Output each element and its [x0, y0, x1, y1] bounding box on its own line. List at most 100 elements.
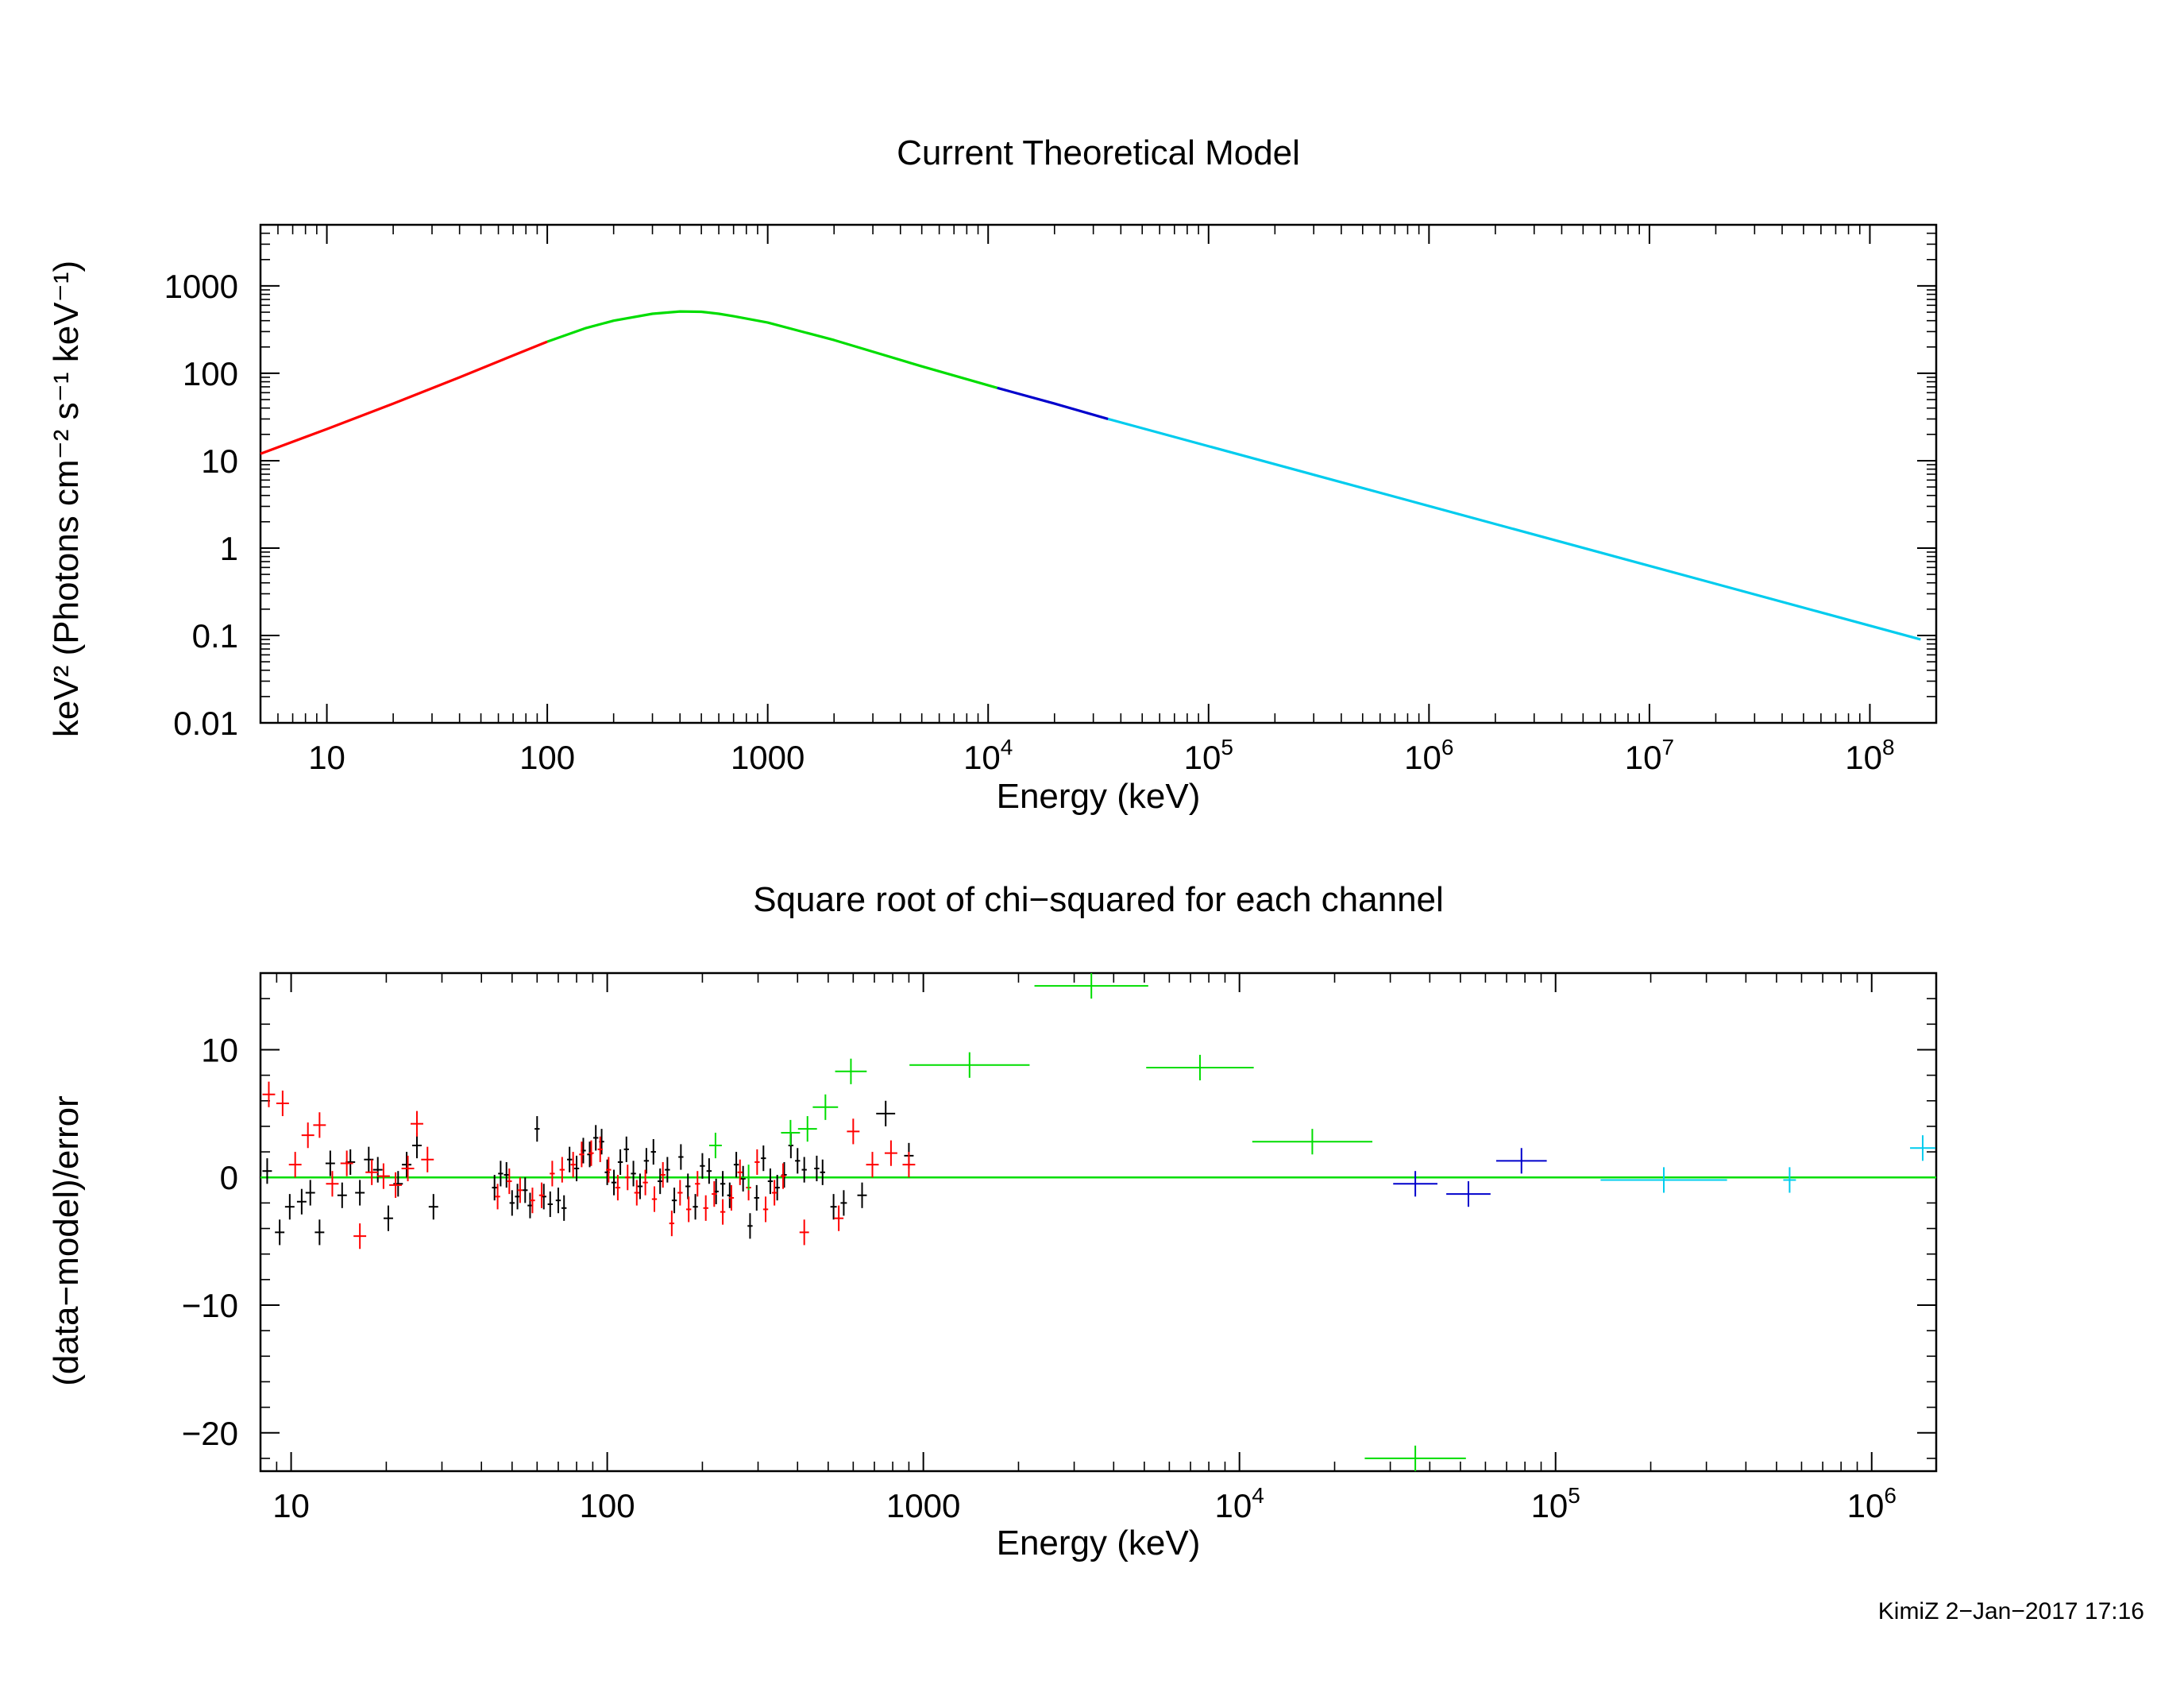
residual-point	[857, 1182, 867, 1208]
residual-point	[797, 1116, 817, 1142]
residual-point	[767, 1168, 774, 1195]
residual-point	[588, 1140, 594, 1166]
residual-point	[1910, 1135, 1935, 1161]
residual-point	[597, 1136, 603, 1162]
residual-point	[695, 1171, 700, 1197]
residual-point	[847, 1118, 860, 1145]
residual-point	[801, 1157, 807, 1183]
residual-point	[389, 1172, 403, 1198]
model-panel: Current Theoretical Model 10 100 1000 104 10…	[47, 133, 1938, 816]
model-xtick-label: 100	[519, 739, 575, 776]
residual-point	[761, 1145, 766, 1172]
residual-point	[814, 1155, 820, 1182]
residual-point	[593, 1125, 599, 1151]
residual-point	[637, 1173, 643, 1199]
residual-point	[706, 1158, 712, 1184]
residual-point	[623, 1136, 629, 1162]
residual-point	[523, 1177, 528, 1203]
model-xtick-label: 1000	[731, 739, 805, 776]
residual-point	[570, 1152, 576, 1178]
residual-point	[671, 1188, 677, 1214]
residual-point	[530, 1188, 535, 1214]
residual-point	[866, 1152, 879, 1178]
residual-point	[262, 1158, 272, 1184]
residual-point	[754, 1149, 760, 1176]
residual-point	[685, 1173, 691, 1199]
residual-point	[677, 1180, 683, 1206]
residual-point	[737, 1159, 743, 1185]
residual-point	[658, 1168, 663, 1195]
residual-point	[515, 1184, 520, 1210]
residual-point	[611, 1169, 617, 1196]
residual-point	[550, 1161, 555, 1187]
residual-point	[884, 1140, 897, 1166]
residual-point	[703, 1195, 708, 1221]
residual-point	[1034, 973, 1148, 999]
residual-point	[733, 1152, 739, 1178]
residual-point	[314, 1219, 325, 1246]
residual-point	[573, 1155, 580, 1182]
residual-point	[909, 1052, 1030, 1078]
model-xtick-label: 10	[308, 739, 345, 776]
residual-point	[660, 1161, 666, 1188]
residual-point	[700, 1153, 705, 1179]
residual-point	[820, 1159, 825, 1185]
residual-point	[365, 1159, 379, 1185]
residual-point	[774, 1175, 780, 1201]
residual-point	[1364, 1445, 1466, 1471]
residual-point	[693, 1194, 698, 1220]
residual-point	[754, 1184, 759, 1211]
model-ytick-label: 10	[201, 442, 238, 480]
model-x-axis-label: Energy (keV)	[997, 777, 1201, 816]
residual-point	[534, 1116, 540, 1142]
residual-y-axis-label: (data−model)/error	[47, 1095, 86, 1386]
residual-point	[383, 1205, 393, 1231]
residual-point	[720, 1171, 726, 1197]
residual-point	[606, 1157, 612, 1183]
residual-point	[276, 1090, 289, 1117]
residual-xtick-label: 1000	[886, 1487, 960, 1524]
model-curve-segment	[1107, 417, 1921, 641]
residual-point	[812, 1094, 839, 1120]
residual-point	[708, 1132, 722, 1159]
residual-point	[617, 1149, 623, 1176]
model-ytick-label: 0.01	[173, 705, 238, 742]
residual-point	[555, 1188, 561, 1214]
residual-point	[762, 1196, 769, 1223]
residual-point	[678, 1144, 684, 1170]
residual-point	[876, 1100, 896, 1126]
residual-point	[1783, 1167, 1796, 1193]
residual-xtick-label: 10	[272, 1487, 310, 1524]
residual-point	[1446, 1181, 1491, 1207]
residual-point	[402, 1152, 412, 1178]
residual-point	[834, 1205, 844, 1231]
residual-point	[1495, 1148, 1547, 1174]
residual-point	[301, 1122, 314, 1149]
residual-point	[685, 1196, 692, 1223]
residual-point	[509, 1190, 515, 1216]
model-y-axis-label: keV² (Photons cm⁻² s⁻¹ keV⁻¹)	[47, 261, 86, 737]
model-xtick-label: 106	[1404, 735, 1453, 776]
residual-panel: Square root of chi−squared for each chan…	[47, 880, 1938, 1562]
residual-point	[625, 1165, 631, 1191]
model-plot-area: 10 100 1000 104 105 106 107 108 0.01 0.1 1 10 100 100…	[164, 223, 1938, 776]
model-curve-segment	[997, 386, 1109, 420]
residual-point	[517, 1177, 523, 1203]
residual-point	[781, 1119, 801, 1146]
residual-xtick-label: 105	[1531, 1483, 1580, 1524]
residual-point	[411, 1111, 423, 1137]
residual-point	[411, 1132, 422, 1159]
model-xtick-label: 105	[1184, 735, 1233, 776]
residual-point	[651, 1186, 658, 1212]
residual-point	[288, 1152, 302, 1178]
model-xtick-label: 104	[963, 735, 1013, 776]
residual-point	[747, 1213, 753, 1239]
residual-point	[376, 1163, 390, 1189]
residual-ytick-label: −10	[182, 1287, 238, 1324]
residual-point	[740, 1165, 746, 1192]
residual-point	[313, 1112, 326, 1138]
residual-point	[780, 1163, 786, 1189]
residual-point	[372, 1157, 383, 1183]
timestamp-stamp: KimiZ 2−Jan−2017 17:16	[1878, 1598, 2144, 1624]
